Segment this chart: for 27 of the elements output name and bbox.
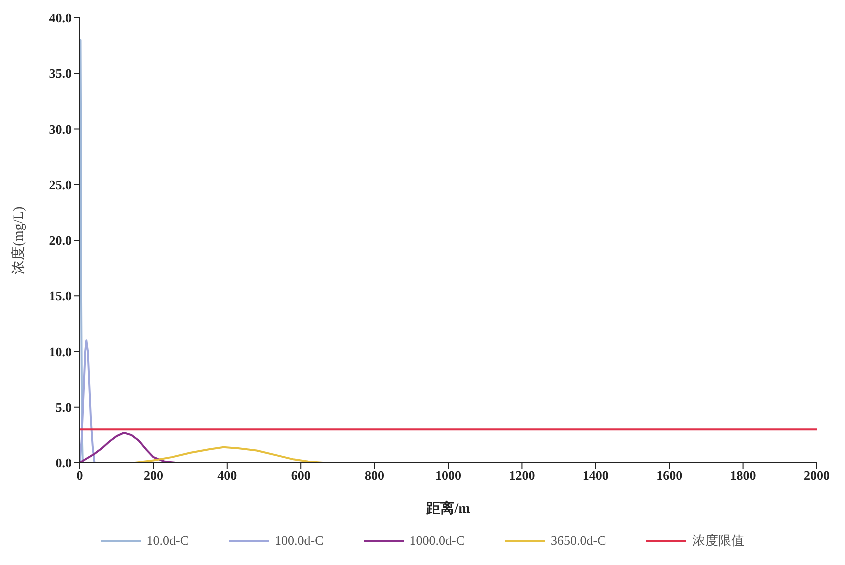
x-tick-label: 1400 xyxy=(582,468,609,484)
legend-label: 100.0d-C xyxy=(275,533,324,549)
x-tick-label: 800 xyxy=(365,468,385,484)
x-tick-label: 0 xyxy=(76,468,84,484)
y-tick-label: 10.0 xyxy=(49,344,72,360)
y-tick-label: 40.0 xyxy=(49,10,72,26)
y-axis-title: 浓度(mg/L) xyxy=(10,206,27,274)
y-tick-label: 15.0 xyxy=(49,288,72,304)
x-tick-label: 200 xyxy=(144,468,164,484)
legend-label: 1000.0d-C xyxy=(410,533,465,549)
legend-label: 10.0d-C xyxy=(146,533,189,549)
legend-label: 浓度限值 xyxy=(692,532,744,550)
x-tick-label: 1600 xyxy=(656,468,683,484)
legend-label: 3650.0d-C xyxy=(551,533,606,549)
y-tick-label: 20.0 xyxy=(49,233,72,248)
x-tick-label: 600 xyxy=(291,468,311,484)
x-axis-title: 距离/m xyxy=(426,500,471,517)
x-tick-label: 1800 xyxy=(730,468,756,484)
y-tick-label: 30.0 xyxy=(49,122,72,137)
y-tick-label: 5.0 xyxy=(56,400,72,415)
y-tick-label: 0.0 xyxy=(56,456,72,471)
x-tick-label: 2000 xyxy=(804,468,830,484)
x-tick-label: 400 xyxy=(218,468,238,484)
y-tick-label: 35.0 xyxy=(49,66,72,82)
y-tick-label: 25.0 xyxy=(49,177,72,192)
x-tick-label: 1000 xyxy=(436,468,462,484)
x-tick-label: 1200 xyxy=(509,468,536,484)
